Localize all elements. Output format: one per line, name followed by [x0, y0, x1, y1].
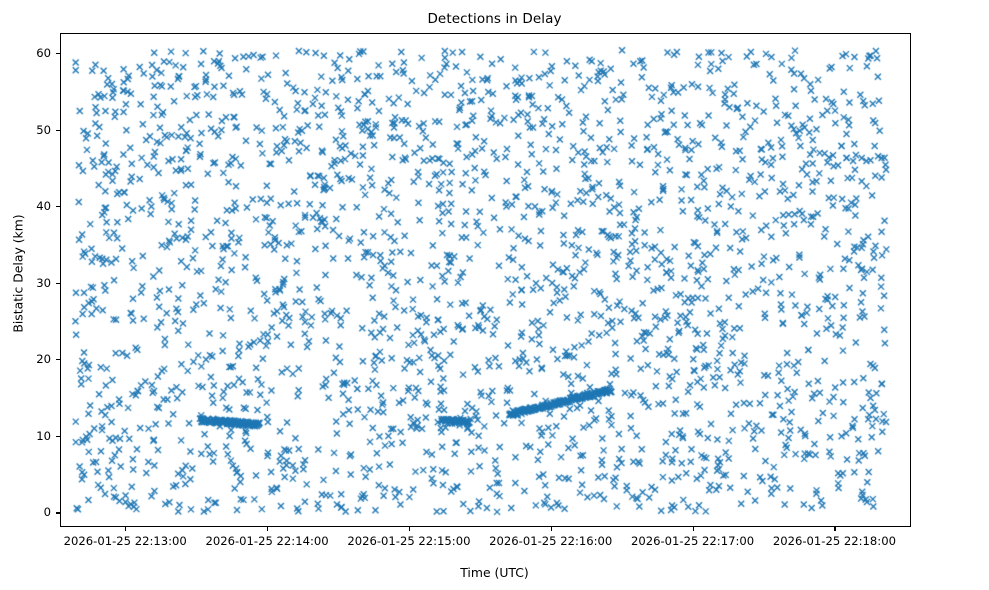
x-tick-mark — [550, 527, 552, 531]
y-tick-label: 0 — [43, 505, 51, 520]
y-tick-label: 20 — [36, 352, 51, 367]
y-tick-label: 30 — [36, 275, 51, 290]
x-tick-mark — [267, 527, 269, 531]
plot-axes-area — [60, 33, 911, 527]
y-tick-label: 40 — [36, 199, 51, 214]
y-tick-mark — [56, 52, 60, 54]
scatter-points-layer — [61, 34, 910, 526]
y-tick-mark — [56, 435, 60, 437]
y-tick-label: 10 — [36, 428, 51, 443]
x-tick-label: 2026-01-25 22:16:00 — [489, 534, 613, 548]
x-tick-label: 2026-01-25 22:13:00 — [63, 534, 187, 548]
chart-title: Detections in Delay — [427, 11, 562, 27]
y-tick-mark — [56, 359, 60, 361]
y-tick-mark — [56, 282, 60, 284]
y-axis-label: Bistatic Delay (km) — [10, 214, 26, 333]
y-tick-mark — [56, 512, 60, 514]
y-tick-label: 60 — [36, 45, 51, 60]
x-axis-label: Time (UTC) — [460, 565, 529, 580]
x-tick-mark — [408, 527, 410, 531]
x-tick-label: 2026-01-25 22:15:00 — [347, 534, 471, 548]
y-tick-mark — [56, 129, 60, 131]
x-tick-mark — [834, 527, 836, 531]
x-tick-label: 2026-01-25 22:17:00 — [630, 534, 755, 548]
x-tick-mark — [692, 527, 694, 531]
y-tick-label: 50 — [36, 122, 51, 137]
x-tick-mark — [125, 527, 127, 531]
x-tick-label: 2026-01-25 22:14:00 — [205, 534, 329, 548]
y-tick-mark — [56, 206, 60, 208]
x-tick-label: 2026-01-25 22:18:00 — [772, 534, 896, 548]
